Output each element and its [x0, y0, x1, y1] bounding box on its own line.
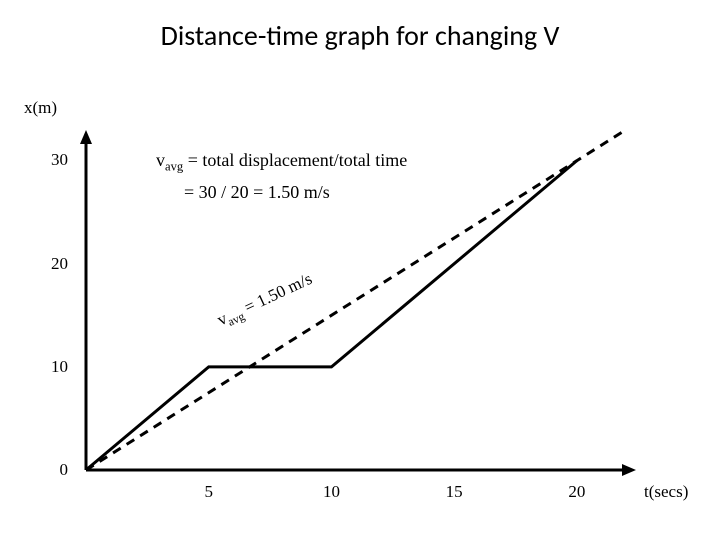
- y-tick-label: 20: [28, 254, 68, 274]
- y-tick-label: 0: [28, 460, 68, 480]
- formula-line-2: = 30 / 20 = 1.50 m/s: [184, 182, 330, 203]
- chart-plot: [0, 0, 720, 540]
- x-tick-label: 20: [547, 482, 607, 502]
- x-tick-label: 10: [301, 482, 361, 502]
- y-tick-label: 10: [28, 357, 68, 377]
- x-tick-label: 15: [424, 482, 484, 502]
- x-tick-label: 5: [179, 482, 239, 502]
- formula-line-1: vavg = total displacement/total time: [156, 150, 407, 175]
- y-tick-label: 30: [28, 150, 68, 170]
